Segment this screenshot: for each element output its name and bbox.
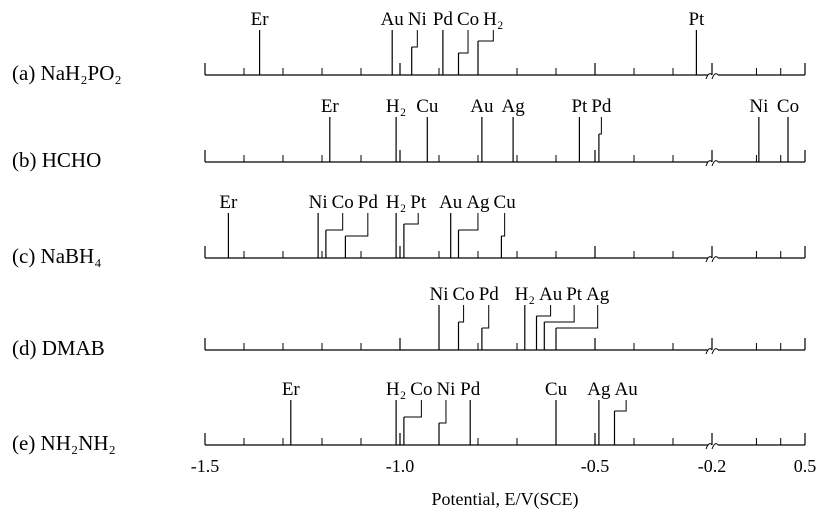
marker-label: Co: [410, 379, 432, 400]
marker-label: Ni: [408, 9, 427, 30]
marker-label: Au: [615, 379, 639, 400]
marker-label: Pd: [591, 96, 612, 117]
x-tick-label: -0.2: [698, 456, 727, 476]
x-axis-title: Potential, E/V(SCE): [432, 489, 579, 510]
leader-line: [598, 117, 602, 135]
marker-label: Cu: [416, 96, 439, 117]
marker-label: H₂: [386, 379, 406, 400]
marker-label: H₂: [515, 284, 535, 305]
marker-label: Er: [251, 9, 270, 30]
marker-label: Ni: [430, 284, 449, 305]
leader-line: [325, 213, 344, 231]
leader-line: [501, 213, 506, 237]
marker-label: H₂: [483, 9, 503, 30]
marker-label: Ni: [749, 96, 768, 117]
marker-label: Pd: [460, 379, 481, 400]
row-label: (b) HCHO: [12, 148, 101, 172]
marker-label: Cu: [494, 192, 517, 213]
x-tick-label: -1.5: [191, 456, 220, 476]
row-label: (d) DMAB: [12, 336, 105, 360]
x-tick-label: -1.0: [386, 456, 415, 476]
row-label: (a) NaH₂PO₂: [12, 61, 122, 85]
leader-line: [478, 30, 494, 42]
marker-label: Er: [321, 96, 340, 117]
x-tick-label: -0.5: [581, 456, 610, 476]
marker-label: Au: [470, 96, 494, 117]
marker-label: Pt: [410, 192, 427, 213]
leader-line: [458, 30, 469, 54]
marker-label: H₂: [386, 96, 406, 117]
leader-line: [481, 305, 490, 329]
marker-label: Pt: [571, 96, 588, 117]
leader-line: [345, 213, 369, 237]
marker-label: Au: [381, 9, 405, 30]
marker-label: Ag: [501, 96, 525, 117]
marker-label: Au: [439, 192, 463, 213]
marker-label: Ag: [586, 284, 610, 305]
marker-label: Co: [453, 284, 475, 305]
marker-label: Ni: [309, 192, 328, 213]
marker-label: Pt: [566, 284, 583, 305]
marker-label: Au: [539, 284, 563, 305]
leader-line: [458, 305, 465, 323]
marker-label: Co: [457, 9, 479, 30]
marker-label: Er: [219, 192, 238, 213]
leader-line: [403, 213, 419, 225]
leader-line: [403, 400, 422, 418]
marker-label: Pt: [688, 9, 705, 30]
marker-label: Cu: [545, 379, 568, 400]
marker-label: Er: [282, 379, 301, 400]
marker-label: Ag: [466, 192, 490, 213]
marker-label: Ag: [587, 379, 611, 400]
row-label: (c) NaBH₄: [12, 244, 102, 268]
marker-label: Ni: [436, 379, 455, 400]
leader-line: [614, 400, 627, 412]
row-label: (e) NH₂NH₂: [12, 431, 116, 455]
x-tick-label: 0.5: [794, 456, 817, 476]
marker-label: H₂: [386, 192, 406, 213]
marker-label: Co: [332, 192, 354, 213]
marker-label: Pd: [433, 9, 454, 30]
leader-line: [544, 305, 575, 323]
marker-label: Co: [777, 96, 799, 117]
leader-line: [439, 400, 447, 424]
leader-line: [411, 30, 418, 48]
leader-line: [556, 305, 599, 329]
leader-line: [458, 213, 479, 231]
marker-label: Pd: [479, 284, 500, 305]
leader-line: [536, 305, 552, 317]
marker-label: Pd: [358, 192, 379, 213]
